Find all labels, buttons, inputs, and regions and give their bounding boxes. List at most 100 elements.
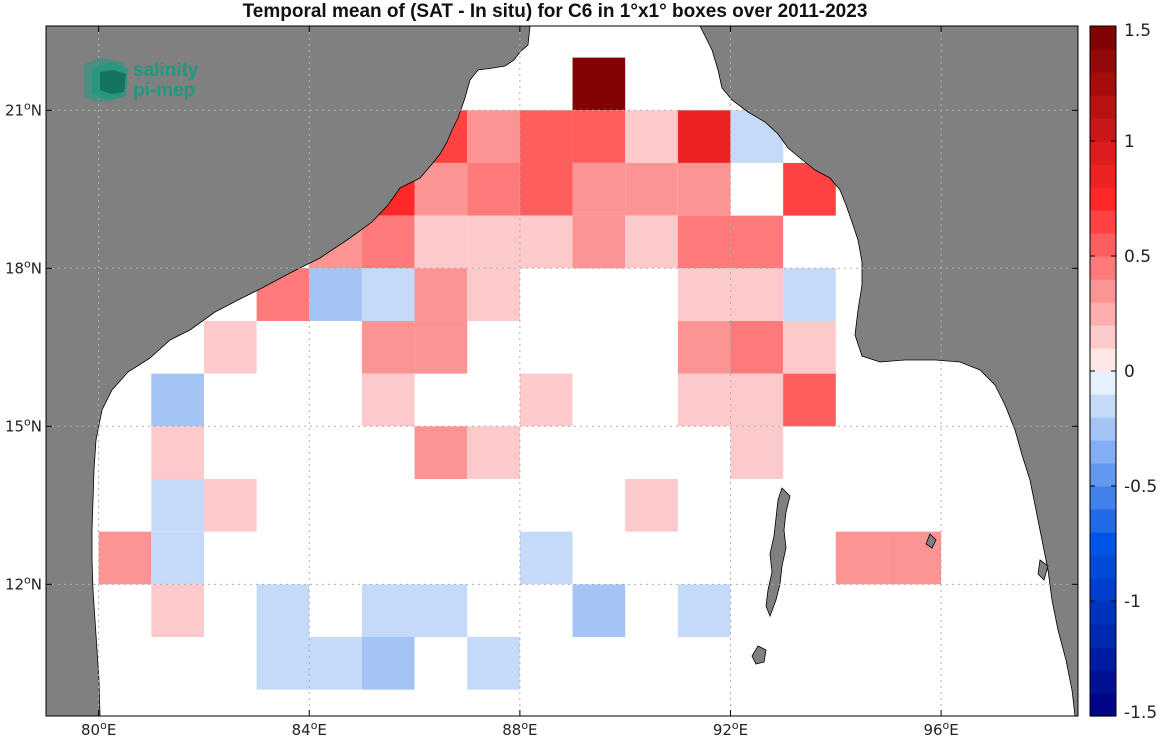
heatmap-cell: [256, 584, 310, 637]
colorbar-tick-label: 0.5: [1124, 247, 1151, 267]
heatmap-cell: [414, 215, 468, 269]
graticule: [46, 26, 1078, 716]
colorbar-segment: [1090, 647, 1116, 671]
colorbar-segment: [1090, 72, 1116, 96]
heatmap-cell: [414, 426, 468, 479]
y-tick-label: 21oN: [5, 99, 42, 119]
heatmap-cell: [309, 268, 362, 321]
heatmap-cell: [572, 584, 626, 637]
colorbar-segment: [1090, 49, 1116, 73]
heatmap-cell: [467, 215, 520, 269]
y-tick-labels: 12oN 15oN 18oN 21oN: [5, 99, 42, 593]
colorbar-segment: [1090, 26, 1116, 50]
colorbar-segment: [1090, 532, 1116, 556]
y-tick-marks: [46, 109, 1078, 585]
x-tick-label: 92oE: [713, 719, 748, 739]
colorbar-segment: [1090, 417, 1116, 441]
colorbar-segment: [1090, 348, 1116, 372]
colorbar-tick-label: -1.5: [1124, 703, 1157, 723]
x-tick-marks: [98, 26, 942, 716]
logo-text-pimep: pi-mep: [133, 80, 195, 101]
colorbar-segment: [1090, 141, 1116, 165]
heatmap-cell: [151, 531, 204, 585]
heatmap-cell: [730, 426, 784, 479]
heatmap-cell: [625, 162, 678, 216]
logo: salinity pi-mep: [84, 58, 199, 102]
colorbar-segment: [1090, 601, 1116, 625]
heatmap-cell: [467, 162, 520, 216]
heatmap-cell: [519, 531, 573, 585]
heatmap-cell: [361, 373, 415, 427]
heatmap-cell: [151, 584, 204, 637]
heatmap-cell: [677, 320, 731, 374]
heatmap-cell: [730, 373, 784, 427]
land-andaman-islands: [751, 487, 791, 665]
heatmap-cell: [730, 320, 784, 374]
heatmap-cell: [414, 268, 468, 321]
heatmap-cell: [151, 373, 204, 427]
heatmap-cell: [625, 478, 678, 532]
heatmap-cell: [783, 268, 836, 321]
colorbar-segment: [1090, 233, 1116, 257]
colorbar-segment: [1090, 555, 1116, 579]
heatmap-cell: [519, 373, 573, 427]
heatmap-cell: [361, 584, 415, 637]
heatmap-cell: [625, 215, 678, 269]
colorbar-segment: [1090, 118, 1116, 142]
colorbar-segment: [1090, 463, 1116, 487]
heatmap-cell: [151, 426, 204, 479]
heatmap-cell: [98, 531, 152, 585]
land-island-small: [925, 533, 1049, 581]
colorbar-segment: [1090, 509, 1116, 533]
heatmap-cell: [677, 110, 731, 163]
heatmap-cell: [361, 215, 415, 269]
x-tick-labels: 80oE 84oE 88oE 92oE 96oE: [81, 719, 959, 739]
heatmap-cell: [256, 636, 310, 690]
colorbar-segment: [1090, 486, 1116, 510]
colorbar-segment: [1090, 187, 1116, 211]
heatmap-cell: [625, 110, 678, 163]
colorbar: [1090, 26, 1116, 717]
heatmap-cell: [835, 531, 889, 585]
land-india: [46, 26, 531, 716]
y-tick-label: 18oN: [5, 257, 42, 277]
heatmap-cell: [467, 426, 520, 479]
colorbar-tick-label: 0: [1124, 362, 1135, 382]
colorbar-segment: [1090, 210, 1116, 234]
x-tick-label: 80oE: [81, 719, 116, 739]
x-tick-label: 84oE: [292, 719, 327, 739]
heatmap-cell: [572, 215, 626, 269]
colorbar-segment: [1090, 302, 1116, 326]
colorbar-segment: [1090, 670, 1116, 694]
logo-text-salinity: salinity: [133, 60, 199, 81]
heatmap-cell: [361, 636, 415, 690]
colorbar-segment: [1090, 256, 1116, 280]
heatmap-cell: [519, 215, 573, 269]
heatmap-cell: [783, 373, 836, 427]
colorbar-tick-label: 1.5: [1124, 21, 1151, 41]
heatmap-cell: [467, 110, 520, 163]
chart-title: Temporal mean of (SAT - In situ) for C6 …: [242, 1, 868, 22]
colorbar-segment: [1090, 693, 1116, 717]
land-myanmar: [699, 26, 1078, 716]
heatmap-cell: [677, 584, 731, 637]
colorbar-ticks: 1.5 1 0.5 0 -0.5 -1 -1.5: [1090, 21, 1157, 723]
heatmap-cell: [467, 268, 520, 321]
heatmap-cell: [572, 162, 626, 216]
heatmap-cell: [203, 478, 257, 532]
heatmap-cell: [151, 478, 204, 532]
heatmap-cell: [361, 268, 415, 321]
colorbar-segment: [1090, 95, 1116, 119]
heatmap-cell: [572, 110, 626, 163]
x-tick-label: 96oE: [923, 719, 958, 739]
heatmap-cell: [677, 215, 731, 269]
colorbar-segment: [1090, 164, 1116, 188]
colorbar-segment: [1090, 371, 1116, 395]
heatmap-cell: [203, 320, 257, 374]
colorbar-tick-label: -0.5: [1124, 477, 1157, 497]
heatmap-cell: [677, 373, 731, 427]
heatmap-cell: [414, 320, 468, 374]
heatmap-cell: [730, 215, 784, 269]
heatmap-cells: [98, 57, 942, 690]
